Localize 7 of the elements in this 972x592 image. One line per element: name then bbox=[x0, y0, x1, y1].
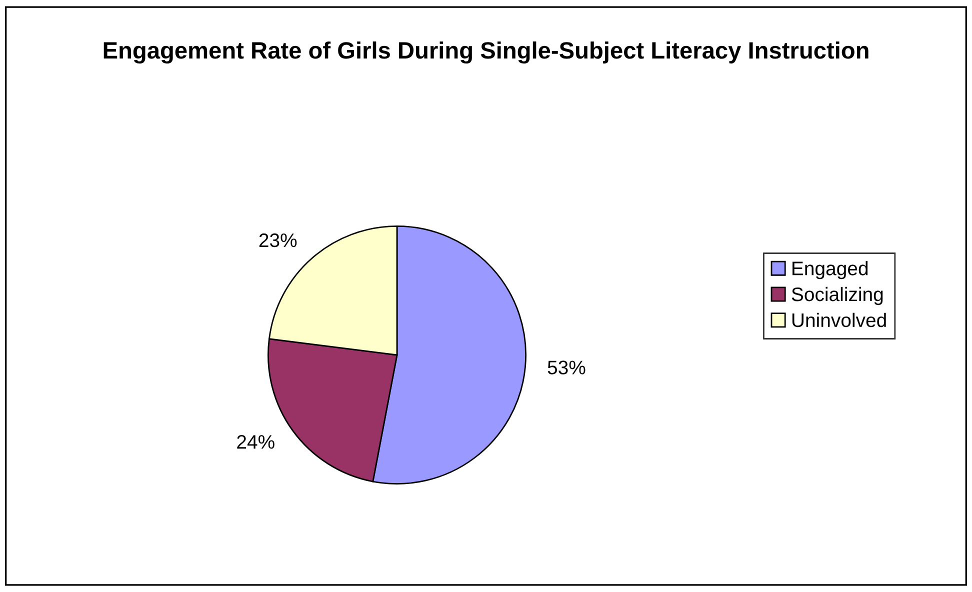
data-label: 53% bbox=[548, 360, 586, 374]
legend-label: Uninvolved bbox=[792, 312, 886, 328]
chart-title: Engagement Rate of Girls During Single-Subject Literacy Instruction bbox=[104, 41, 868, 64]
data-label: 23% bbox=[259, 233, 297, 248]
legend-label: Engaged bbox=[792, 261, 868, 280]
legend-label: Socializing bbox=[792, 286, 883, 306]
data-label: 24% bbox=[237, 435, 274, 449]
